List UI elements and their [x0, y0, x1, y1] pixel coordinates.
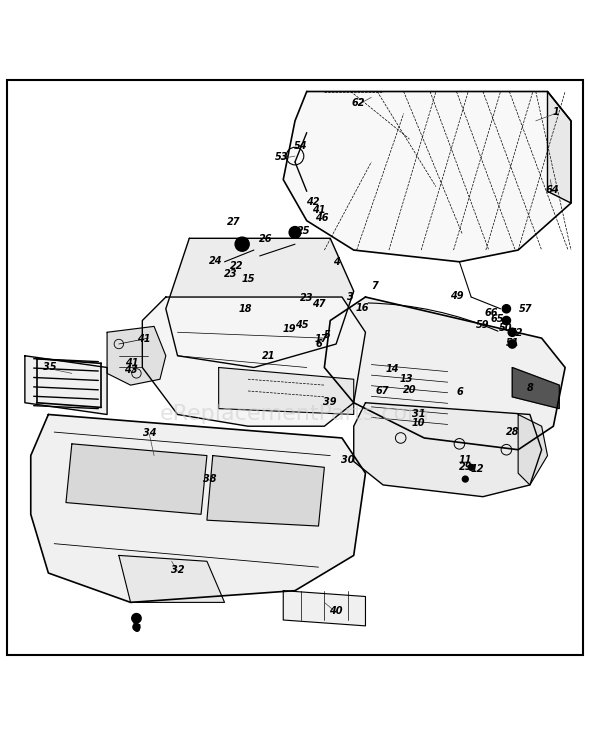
Text: 6: 6: [456, 387, 463, 397]
Text: 27: 27: [227, 217, 240, 227]
Text: 19: 19: [283, 324, 296, 334]
Text: 16: 16: [356, 303, 369, 312]
Text: 5: 5: [133, 616, 140, 626]
Text: 40: 40: [329, 606, 343, 616]
Circle shape: [235, 237, 249, 251]
Text: 21: 21: [262, 351, 276, 361]
Text: 12: 12: [470, 464, 484, 473]
Text: 64: 64: [545, 185, 559, 196]
Polygon shape: [512, 368, 559, 409]
Text: 41: 41: [137, 334, 150, 344]
Polygon shape: [324, 297, 565, 450]
Text: 52: 52: [510, 329, 524, 338]
Text: 47: 47: [312, 299, 325, 309]
Text: 41: 41: [312, 205, 325, 215]
Polygon shape: [31, 415, 365, 603]
Text: 67: 67: [375, 386, 389, 396]
Text: 7: 7: [371, 282, 378, 292]
Text: 5: 5: [324, 330, 330, 340]
Text: 34: 34: [143, 429, 156, 438]
Polygon shape: [25, 356, 107, 415]
Text: 20: 20: [403, 385, 417, 395]
Text: 51: 51: [506, 338, 519, 348]
Text: 8: 8: [526, 383, 533, 393]
Polygon shape: [283, 591, 365, 626]
Polygon shape: [66, 444, 207, 514]
Text: 30: 30: [341, 455, 355, 465]
Text: 6: 6: [315, 339, 322, 349]
Polygon shape: [354, 403, 542, 497]
Circle shape: [508, 328, 516, 337]
Text: 43: 43: [124, 365, 137, 376]
Text: 26: 26: [259, 234, 273, 245]
Text: 57: 57: [519, 304, 532, 314]
Text: 45: 45: [296, 320, 309, 330]
Text: 6: 6: [133, 624, 140, 634]
Text: 50: 50: [499, 323, 512, 332]
Text: 41: 41: [125, 358, 139, 368]
Polygon shape: [219, 368, 354, 415]
Text: 54: 54: [294, 140, 307, 151]
Text: 15: 15: [241, 274, 255, 284]
Text: 18: 18: [238, 304, 252, 314]
Text: 59: 59: [476, 320, 490, 330]
Text: 13: 13: [400, 374, 414, 384]
Text: 46: 46: [314, 212, 328, 223]
Polygon shape: [207, 456, 324, 526]
Polygon shape: [166, 238, 354, 368]
Text: 42: 42: [306, 197, 319, 207]
Text: 22: 22: [230, 262, 243, 271]
Text: 32: 32: [171, 565, 184, 575]
Text: 38: 38: [203, 474, 217, 484]
Text: 17: 17: [314, 334, 328, 344]
Text: 24: 24: [209, 256, 222, 265]
Text: 1: 1: [553, 107, 560, 117]
Text: 4: 4: [333, 257, 339, 267]
Text: 49: 49: [450, 291, 463, 301]
Circle shape: [133, 623, 140, 631]
Circle shape: [502, 316, 510, 325]
Polygon shape: [119, 556, 225, 603]
Text: 62: 62: [352, 98, 365, 108]
Circle shape: [468, 465, 474, 470]
Circle shape: [289, 226, 301, 238]
Text: 25: 25: [297, 226, 310, 236]
Text: 65: 65: [491, 315, 504, 324]
Text: 53: 53: [276, 152, 289, 162]
Circle shape: [508, 340, 516, 348]
Text: 29: 29: [458, 462, 472, 473]
Text: 11: 11: [458, 455, 472, 465]
Text: 10: 10: [412, 418, 425, 429]
Text: 3: 3: [348, 292, 354, 302]
Text: 14: 14: [385, 364, 399, 373]
Text: 39: 39: [323, 397, 337, 406]
Circle shape: [463, 476, 468, 482]
Text: 31: 31: [412, 409, 425, 420]
Text: 28: 28: [506, 427, 519, 437]
Polygon shape: [107, 326, 166, 385]
Circle shape: [502, 305, 510, 313]
Polygon shape: [548, 91, 571, 203]
Polygon shape: [283, 91, 571, 262]
Text: 66: 66: [485, 309, 499, 318]
Circle shape: [132, 614, 141, 623]
Text: 35: 35: [43, 362, 56, 373]
Text: eReplacementParts.com: eReplacementParts.com: [160, 404, 430, 425]
Text: 23: 23: [224, 268, 237, 279]
Polygon shape: [518, 415, 548, 485]
Text: 23: 23: [300, 293, 313, 304]
Polygon shape: [142, 297, 365, 426]
